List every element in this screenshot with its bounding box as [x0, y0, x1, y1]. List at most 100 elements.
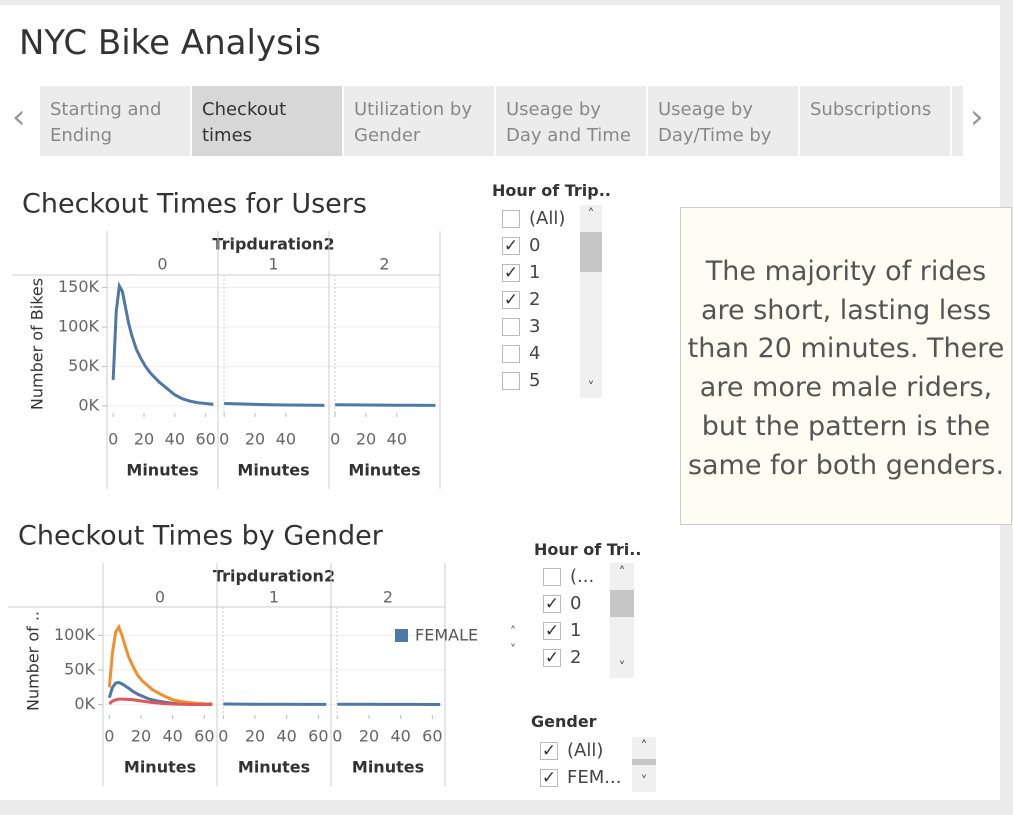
tab[interactable]: Useage by Day/Time by: [648, 86, 798, 156]
checkbox[interactable]: [502, 372, 520, 390]
scroll-down[interactable]: ˅: [640, 774, 648, 790]
checkbox[interactable]: ✓: [502, 236, 520, 256]
x-tick-label: 20: [134, 430, 154, 449]
x-axis-label: Minutes: [238, 758, 310, 777]
legend-label: MALE: [415, 648, 459, 667]
checkbox[interactable]: ✓: [543, 594, 561, 614]
x-tick-label: 60: [194, 727, 214, 746]
checkbox[interactable]: ✓: [543, 648, 561, 668]
checkbox[interactable]: ✓: [502, 290, 520, 310]
scroll-thumb[interactable]: [632, 759, 656, 765]
series-line: [335, 403, 436, 407]
y-tick-label: 50K: [64, 660, 95, 679]
x-tick-label: 0: [108, 430, 118, 449]
x-tick-label: 40: [162, 727, 182, 746]
filter-item-label: 2: [570, 647, 582, 668]
scroll-up[interactable]: ˄: [618, 565, 626, 581]
y-tick-label: 100K: [58, 317, 100, 336]
checkbox[interactable]: [502, 210, 520, 228]
checkbox[interactable]: [502, 318, 520, 336]
filter-item-label: 0: [529, 235, 541, 256]
checkbox[interactable]: ✓: [540, 741, 558, 761]
panel-header: 1: [269, 588, 279, 607]
scrollbar[interactable]: ˄ ˅: [610, 563, 634, 678]
x-tick-label: 20: [245, 727, 265, 746]
x-tick-label: 0: [332, 727, 342, 746]
tab[interactable]: Checkout times: [192, 86, 342, 156]
filter-item-label: (All): [567, 740, 604, 761]
x-tick-label: 60: [195, 430, 215, 449]
x-tick-label: 0: [104, 727, 114, 746]
x-tick-label: 0: [330, 430, 340, 449]
checkbox[interactable]: ✓: [502, 263, 520, 283]
x-tick-label: 60: [422, 727, 442, 746]
filter-item-label: 0: [570, 593, 582, 614]
scroll-down[interactable]: ˅: [618, 660, 626, 676]
series-line: [108, 697, 213, 707]
y-axis-label: Number of ..: [24, 611, 43, 711]
filter-item-label: 3: [529, 316, 541, 337]
checkbox[interactable]: ✓: [543, 621, 561, 641]
y-tick-label: 150K: [58, 277, 100, 296]
x-tick-label: 40: [276, 727, 296, 746]
charts: Checkout Times for Users Tripduration2 Num…: [8, 189, 516, 786]
legend-swatch: [395, 651, 408, 664]
y-tick-label: 0K: [74, 694, 95, 713]
x-tick-label: 40: [390, 727, 410, 746]
series-line: [111, 281, 214, 406]
panel-header: 2: [383, 588, 393, 607]
x-tick-label: 0: [219, 430, 229, 449]
x-axis-label: Minutes: [352, 758, 424, 777]
x-tick-label: 40: [276, 430, 296, 449]
legend-scroll: ˅: [510, 643, 516, 657]
tab-next[interactable]: ›: [970, 97, 984, 137]
x-tick-label: 0: [218, 727, 228, 746]
scrollbar[interactable]: ˄ ˅: [632, 737, 656, 792]
x-tick-label: 40: [165, 430, 185, 449]
x-tick-label: 40: [387, 430, 407, 449]
filter-title: Hour of Trip..: [492, 181, 611, 200]
filter-item-label: 5: [529, 370, 541, 391]
legend: FEMALE MALE: [395, 626, 478, 667]
x-tick-label: 20: [359, 727, 379, 746]
x-axis-label: Minutes: [124, 758, 196, 777]
panel-header: 2: [379, 255, 389, 274]
tab-partial[interactable]: [952, 86, 963, 156]
scroll-up[interactable]: ˄: [587, 207, 595, 223]
scroll-down[interactable]: ˅: [587, 380, 595, 396]
series-line: [107, 623, 213, 706]
panel-header: 1: [268, 255, 278, 274]
legend-swatch: [395, 629, 408, 642]
x-axis-label: Minutes: [237, 461, 309, 480]
filter-list: (... ✓ 0 ✓ 1 ✓ 2: [543, 563, 609, 678]
x-axis-label: Minutes: [348, 461, 420, 480]
scrollbar[interactable]: ˄ ˅: [580, 205, 602, 398]
tab[interactable]: Utilization by Gender: [344, 86, 494, 156]
filter-list: ✓ (All) ✓ FEM...: [540, 737, 630, 792]
y-axis-label: Number of Bikes: [28, 278, 47, 410]
filter-item-label: 2: [529, 289, 541, 310]
filter-list: (All) ✓ 0 ✓ 1 ✓ 2 3 4 5: [502, 205, 580, 398]
panel-header: 0: [155, 588, 165, 607]
checkbox[interactable]: [502, 345, 520, 363]
scroll-thumb[interactable]: [580, 232, 602, 272]
filter-item-label: 1: [570, 620, 582, 641]
tab-prev[interactable]: ‹: [12, 97, 26, 137]
tab[interactable]: Subscriptions: [800, 86, 950, 156]
scroll-up[interactable]: ˄: [640, 739, 648, 755]
dashboard-title: NYC Bike Analysis: [19, 23, 321, 63]
x-axis-label: Minutes: [126, 461, 198, 480]
chart-title: Checkout Times by Gender: [18, 521, 384, 552]
tab[interactable]: Useage by Day and Time: [496, 86, 646, 156]
checkbox[interactable]: ✓: [540, 768, 558, 788]
tab[interactable]: Starting and Ending: [40, 86, 190, 156]
scroll-thumb[interactable]: [610, 590, 634, 617]
annotation-note: The majority of rides are short, lasting…: [680, 207, 1012, 525]
panel-header: 0: [157, 255, 167, 274]
x-tick-label: 20: [131, 727, 151, 746]
filter-item-label: 1: [529, 262, 541, 283]
filter-item-label: (All): [529, 208, 566, 229]
dashboard: NYC Bike Analysis ‹ › Starting and Endin…: [0, 5, 1012, 800]
checkbox[interactable]: [543, 568, 561, 586]
